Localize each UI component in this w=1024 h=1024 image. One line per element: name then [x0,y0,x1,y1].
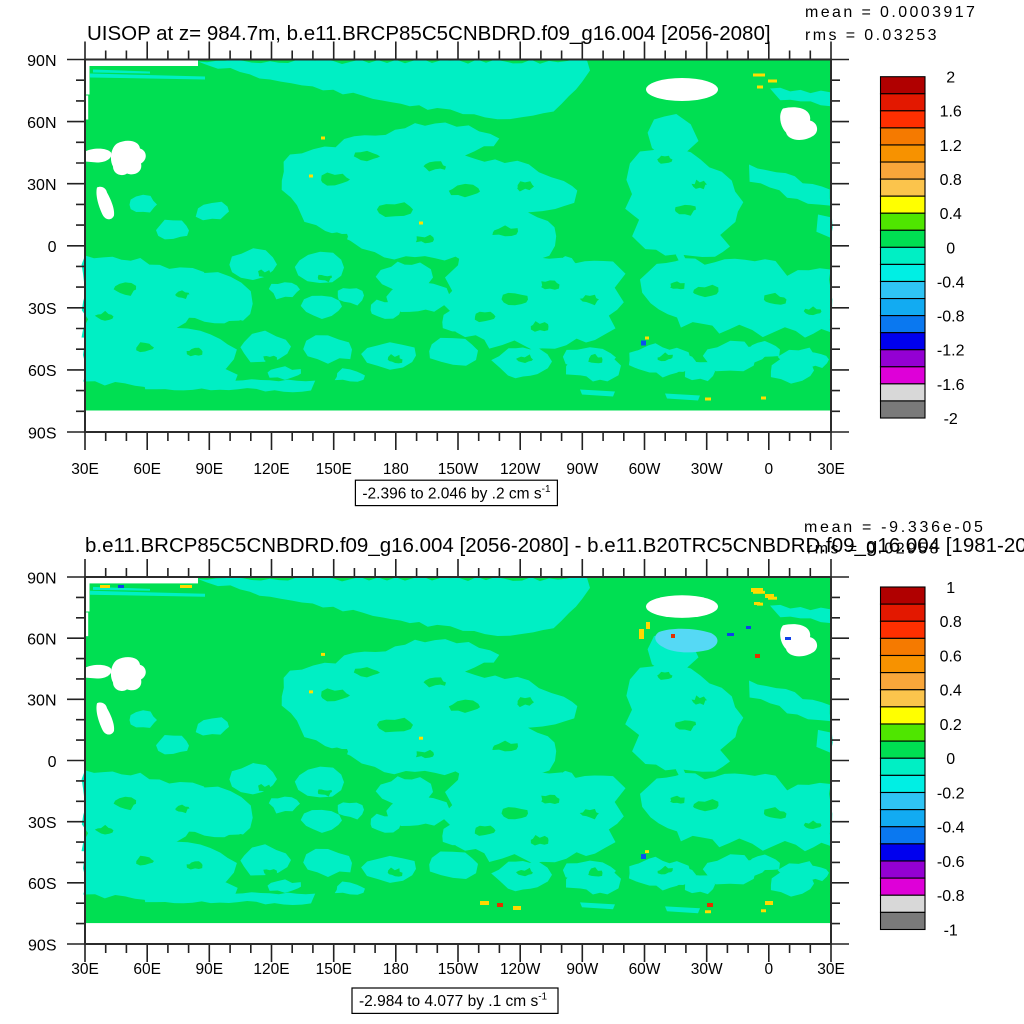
svg-text:-1.6: -1.6 [937,377,965,394]
svg-text:90W: 90W [566,961,598,978]
svg-text:90E: 90E [196,961,224,978]
svg-text:0: 0 [764,461,773,478]
svg-text:30N: 30N [27,177,56,194]
svg-text:60W: 60W [629,961,661,978]
svg-text:0.8: 0.8 [940,614,962,631]
svg-text:0.4: 0.4 [940,206,962,223]
svg-text:120E: 120E [253,461,289,478]
svg-text:60N: 60N [27,115,56,132]
svg-text:-0.2: -0.2 [937,785,965,802]
svg-text:-2.984 to 4.077 by .1 cm s-1: -2.984 to 4.077 by .1 cm s-1 [359,992,548,1011]
svg-text:UISOP at z= 984.7m, b.e11.BRCP: UISOP at z= 984.7m, b.e11.BRCP85C5CNBDRD… [87,22,771,45]
svg-text:30E: 30E [71,461,99,478]
svg-text:120E: 120E [253,961,289,978]
svg-text:0: 0 [764,961,773,978]
svg-text:0: 0 [946,240,955,257]
svg-text:30E: 30E [71,961,99,978]
svg-text:60E: 60E [133,961,161,978]
svg-text:0.4: 0.4 [940,683,962,700]
svg-text:0.8: 0.8 [940,172,962,189]
svg-text:60N: 60N [27,632,56,649]
svg-text:30E: 30E [817,961,845,978]
svg-text:rms = 0.03253: rms = 0.03253 [805,27,939,44]
svg-text:60E: 60E [133,461,161,478]
svg-text:150W: 150W [438,961,479,978]
svg-text:30S: 30S [28,301,56,318]
svg-text:90S: 90S [28,937,56,954]
svg-text:-0.4: -0.4 [937,820,965,837]
svg-text:60S: 60S [28,876,56,893]
svg-text:30S: 30S [28,815,56,832]
svg-text:0.6: 0.6 [940,648,962,665]
svg-text:1.2: 1.2 [940,138,962,155]
svg-text:90N: 90N [27,570,56,587]
svg-text:30W: 30W [691,961,723,978]
svg-text:90W: 90W [566,461,598,478]
svg-text:rms = 0.02958: rms = 0.02958 [807,540,941,557]
svg-text:-2: -2 [944,411,958,428]
svg-text:mean = 0.0003917: mean = 0.0003917 [805,4,977,21]
svg-text:2: 2 [946,70,955,87]
svg-text:30N: 30N [27,693,56,710]
svg-text:b.e11.BRCP85C5CNBDRD.f09_g16.0: b.e11.BRCP85C5CNBDRD.f09_g16.004 [2056-2… [85,534,1024,557]
svg-text:-1.2: -1.2 [937,343,965,360]
svg-text:0: 0 [48,239,57,256]
svg-text:30W: 30W [691,461,723,478]
svg-text:150E: 150E [316,461,352,478]
svg-text:1: 1 [946,580,955,597]
svg-text:0: 0 [48,754,57,771]
svg-text:-1: -1 [944,922,958,939]
svg-text:0.2: 0.2 [940,717,962,734]
svg-text:120W: 120W [500,461,541,478]
svg-text:150E: 150E [316,961,352,978]
svg-text:90E: 90E [196,461,224,478]
svg-text:150W: 150W [438,461,479,478]
svg-text:mean = -9.336e-05: mean = -9.336e-05 [804,519,986,536]
svg-text:180: 180 [383,961,409,978]
svg-text:60W: 60W [629,461,661,478]
svg-text:-0.6: -0.6 [937,854,965,871]
svg-text:30E: 30E [817,461,845,478]
svg-text:-2.396 to 2.046 by .2 cm s-1: -2.396 to 2.046 by .2 cm s-1 [362,484,551,503]
svg-text:90N: 90N [27,53,56,70]
svg-text:-0.4: -0.4 [937,274,965,291]
svg-text:180: 180 [383,461,409,478]
svg-text:90S: 90S [28,425,56,442]
svg-text:0: 0 [946,751,955,768]
svg-text:-0.8: -0.8 [937,309,965,326]
svg-text:-0.8: -0.8 [937,888,965,905]
svg-text:1.6: 1.6 [940,104,962,121]
svg-text:60S: 60S [28,363,56,380]
svg-text:120W: 120W [500,961,541,978]
